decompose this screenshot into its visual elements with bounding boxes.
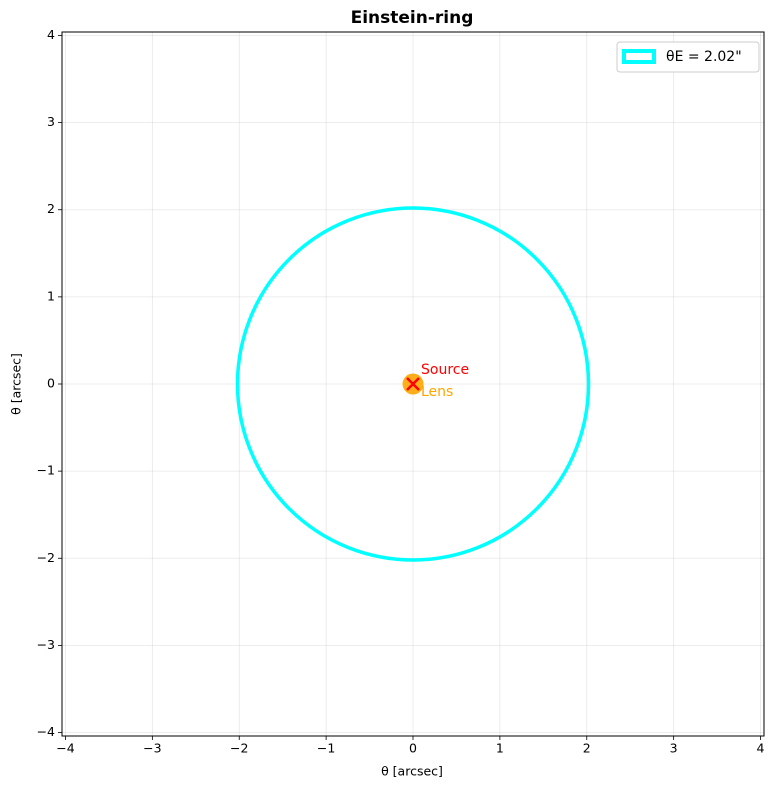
x-tick-label: −2 [230, 741, 248, 756]
plot-frame [61, 31, 765, 737]
x-tick-label: −3 [143, 741, 161, 756]
source-marker [406, 377, 420, 391]
x-tick-label: −1 [317, 741, 335, 756]
lens-label: Lens [421, 384, 453, 400]
y-tick-label: 4 [47, 27, 55, 42]
y-tick-label: 3 [47, 114, 55, 129]
einstein-ring [235, 206, 591, 562]
x-tick-label: 2 [583, 741, 591, 756]
x-tick-label: 4 [757, 741, 765, 756]
y-tick-label: −4 [37, 724, 55, 739]
legend-swatch [622, 49, 656, 64]
source-label: Source [421, 362, 469, 378]
chart-title: Einstein-ring [351, 8, 474, 28]
x-tick-label: −4 [56, 741, 74, 756]
x-tick-label: 1 [496, 741, 504, 756]
x-tick-label: 0 [409, 741, 417, 756]
y-axis-label: θ [arcsec] [9, 353, 24, 415]
y-tick-label: −1 [37, 463, 55, 478]
x-tick-label: 3 [670, 741, 678, 756]
legend-label: θE = 2.02" [666, 49, 742, 65]
y-tick-label: 1 [47, 288, 55, 303]
y-tick-label: 0 [47, 376, 55, 391]
y-tick-label: 2 [47, 201, 55, 216]
x-axis-label: θ [arcsec] [381, 764, 443, 779]
y-tick-label: −3 [37, 637, 55, 652]
y-tick-label: −2 [37, 550, 55, 565]
